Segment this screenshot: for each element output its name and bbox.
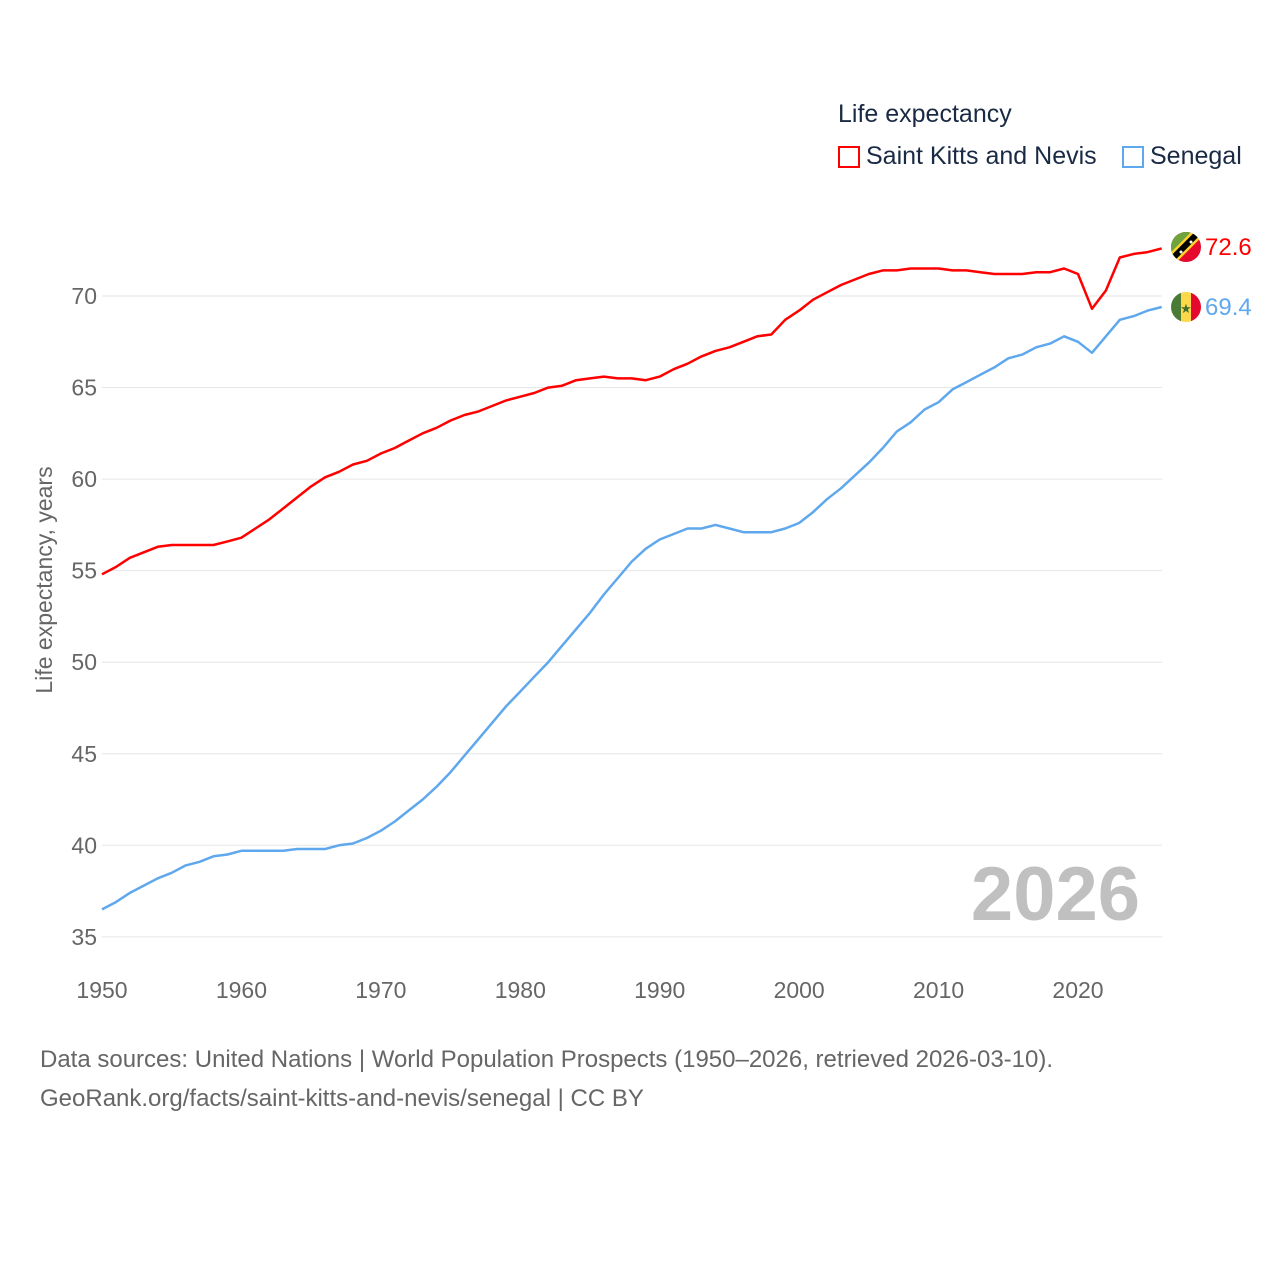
x-tick-label: 1970 [355,977,406,1003]
y-axis-label: Life expectancy, years [31,466,57,693]
legend-swatch-blue [1122,145,1144,168]
saint-kitts-flag-icon [1171,232,1201,262]
y-tick-label: 55 [71,558,97,584]
y-tick-label: 35 [71,924,97,950]
legend-label: Senegal [1150,142,1242,170]
x-tick-label: 2020 [1052,977,1103,1003]
y-tick-label: 40 [71,832,97,858]
y-tick-label: 45 [71,741,97,767]
senegal-end-label: 69.4 [1205,294,1252,321]
x-tick-label: 1980 [495,977,546,1003]
x-tick-label: 1950 [76,977,127,1003]
y-tick-label: 65 [71,375,97,401]
legend-label: Saint Kitts and Nevis [866,142,1097,170]
x-tick-label: 1990 [634,977,685,1003]
y-tick-label: 50 [71,649,97,675]
legend-item-senegal[interactable]: Senegal [1122,142,1242,171]
y-tick-label: 60 [71,466,97,492]
senegal-flag-icon: ★ [1171,292,1201,322]
x-tick-label: 2010 [913,977,964,1003]
y-tick-label: 70 [71,283,97,309]
series-line-saint-kitts-and-nevis [101,247,1163,576]
series-line-senegal [101,305,1163,911]
x-tick-label: 2000 [774,977,825,1003]
legend-item-saint-kitts[interactable]: Saint Kitts and Nevis [838,142,1097,171]
attribution-link[interactable]: GeoRank.org/facts/saint-kitts-and-nevis/… [40,1085,644,1112]
data-source-text: Data sources: United Nations | World Pop… [40,1046,1054,1073]
svg-text:★: ★ [1180,301,1192,316]
legend-swatch-red [838,145,860,168]
x-tick-label: 1960 [216,977,267,1003]
legend-title: Life expectancy [838,100,1012,128]
year-watermark: 2026 [971,852,1140,937]
saint-kitts-end-label: 72.6 [1205,234,1252,261]
